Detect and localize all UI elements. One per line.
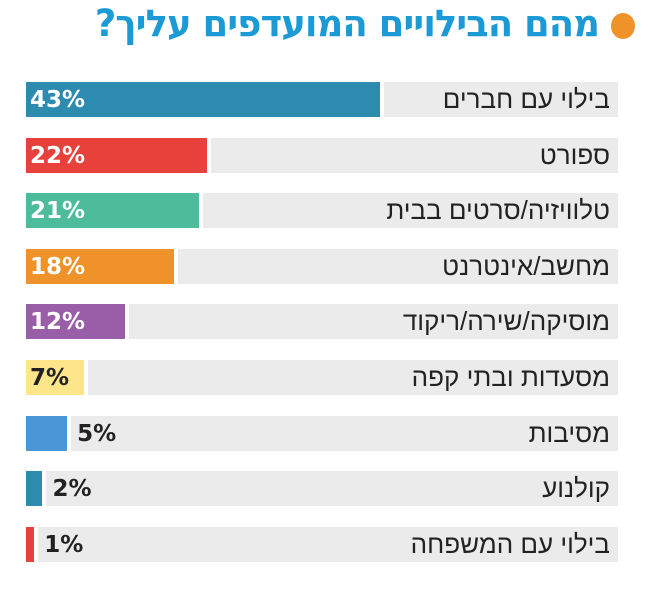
bar-row: 43% בילוי עם חברים (26, 82, 618, 117)
category-label: מסיבות (528, 417, 610, 448)
category-label: ספורט (539, 139, 610, 170)
bar (26, 304, 125, 340)
bar-track (384, 82, 618, 117)
bar (26, 248, 175, 284)
bar-track (46, 471, 618, 507)
bar-row: 21% טלוויזיה/סרטים בבית (26, 193, 618, 229)
bar-track (87, 360, 618, 395)
bar-row: 1% בילוי עם המשפחה (26, 526, 618, 562)
bar (26, 471, 43, 507)
category-label: מוסיקה/שירה/ריקוד (402, 306, 610, 337)
bar (26, 82, 380, 117)
bar-row: 5% מסיבות (26, 415, 618, 451)
category-label: בילוי עם חברים (442, 84, 610, 114)
bar-track (178, 248, 618, 284)
data-label: 1% (44, 531, 84, 558)
category-label: קולנוע (542, 473, 610, 504)
bar-row: 18% מחשב/אינטרנט (26, 248, 618, 284)
data-label: 5% (77, 420, 117, 447)
bar (26, 193, 199, 229)
bar-row: 12% מוסיקה/שירה/ריקוד (26, 304, 618, 340)
bar-track (71, 415, 618, 451)
bar-row: 7% מסעדות ובתי קפה (26, 360, 618, 395)
bar (26, 137, 208, 173)
data-label: 22% (30, 142, 86, 169)
bar-row: 22% ספורט (26, 137, 618, 173)
bullet-dot-icon (611, 13, 635, 39)
bar-track (38, 526, 618, 562)
data-label: 12% (30, 309, 86, 336)
category-label: טלוויזיה/סרטים בבית (386, 195, 610, 226)
bar (26, 360, 84, 395)
chart-title: מהם הבילויים המועדפים עליך? (94, 2, 600, 45)
bar-row: 2% קולנוע (26, 471, 618, 507)
data-label: 18% (30, 253, 86, 280)
bar (26, 526, 35, 562)
data-label: 43% (30, 87, 86, 113)
bar-track (128, 304, 618, 340)
data-label: 21% (30, 198, 86, 225)
bar-track (202, 193, 618, 229)
category-label: מחשב/אינטרנט (442, 250, 610, 281)
bar-track (211, 137, 618, 173)
bar (26, 415, 68, 451)
data-label: 2% (52, 476, 92, 503)
category-label: בילוי עם המשפחה (410, 528, 610, 559)
data-label: 7% (30, 365, 70, 391)
category-label: מסעדות ובתי קפה (411, 362, 610, 392)
